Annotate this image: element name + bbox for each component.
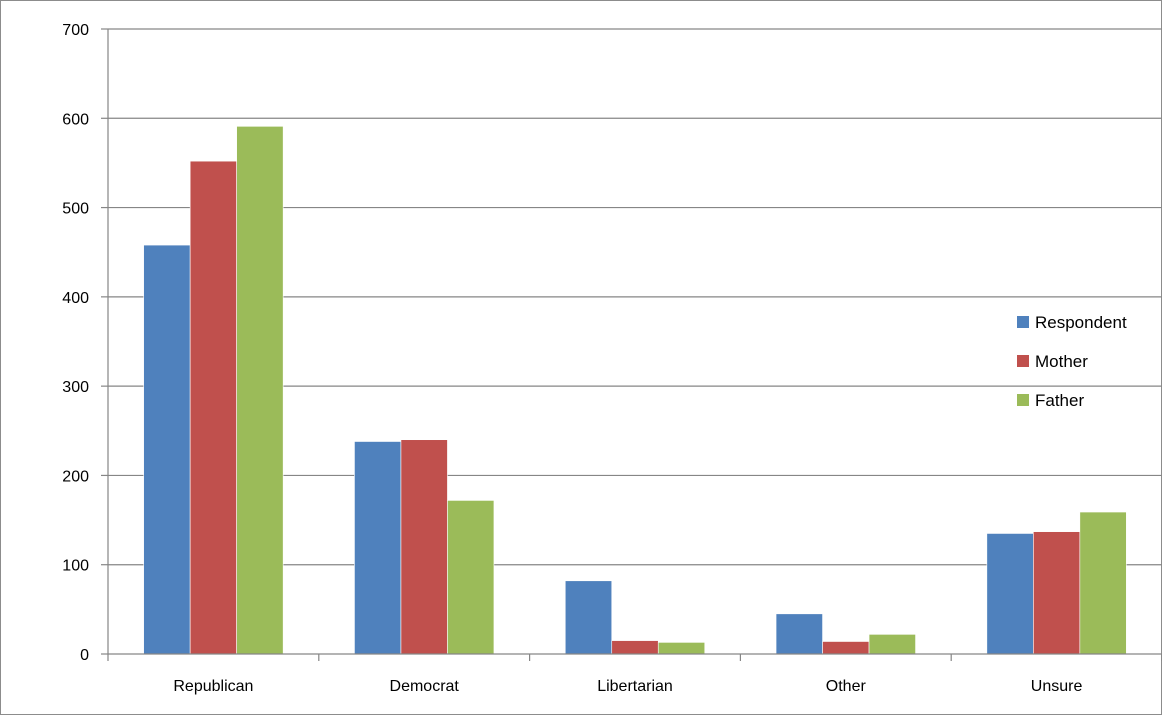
x-tick-label: Democrat [390,678,460,695]
bar-father-republican [236,126,284,655]
legend-label: Father [1035,391,1084,410]
x-tick-label: Republican [173,678,253,695]
bar-mother-other [822,641,870,655]
legend-swatch-father [1017,394,1029,406]
bar-respondent-libertarian [564,580,613,655]
bar-mother-unsure [1033,531,1081,655]
bar-father-unsure [1079,511,1127,655]
bar-father-libertarian [657,642,706,655]
x-tick-label: Other [826,678,867,695]
legend-swatch-mother [1017,355,1029,367]
gridlines [108,28,1162,566]
bar-father-other [868,634,916,655]
legend-label: Mother [1035,352,1088,371]
y-tick-label: 400 [62,290,89,307]
x-tick-label: Unsure [1031,678,1083,695]
bar-respondent-other [775,613,823,655]
axes: 0 100 200 300 400 500 600 700 Republican Democrat… [62,22,1162,695]
bar-respondent-democrat [354,441,402,655]
y-tick-label: 0 [80,647,89,664]
bars [143,126,1127,655]
y-tick-label: 200 [62,468,89,485]
y-tick-label: 600 [62,111,89,128]
legend-label: Respondent [1035,313,1127,332]
bar-mother-republican [189,160,237,655]
y-tick-label: 700 [62,22,89,39]
bar-mother-libertarian [611,640,659,655]
bar-respondent-unsure [986,533,1034,655]
bar-respondent-republican [143,244,191,655]
legend-swatch-respondent [1017,316,1029,328]
y-tick-label: 300 [62,379,89,396]
bar-father-democrat [447,500,495,655]
legend: Respondent Mother Father [1017,313,1127,410]
x-tick-label: Libertarian [597,678,673,695]
y-tick-label: 500 [62,201,89,218]
y-tick-label: 100 [62,558,89,575]
bar-mother-democrat [400,439,448,655]
